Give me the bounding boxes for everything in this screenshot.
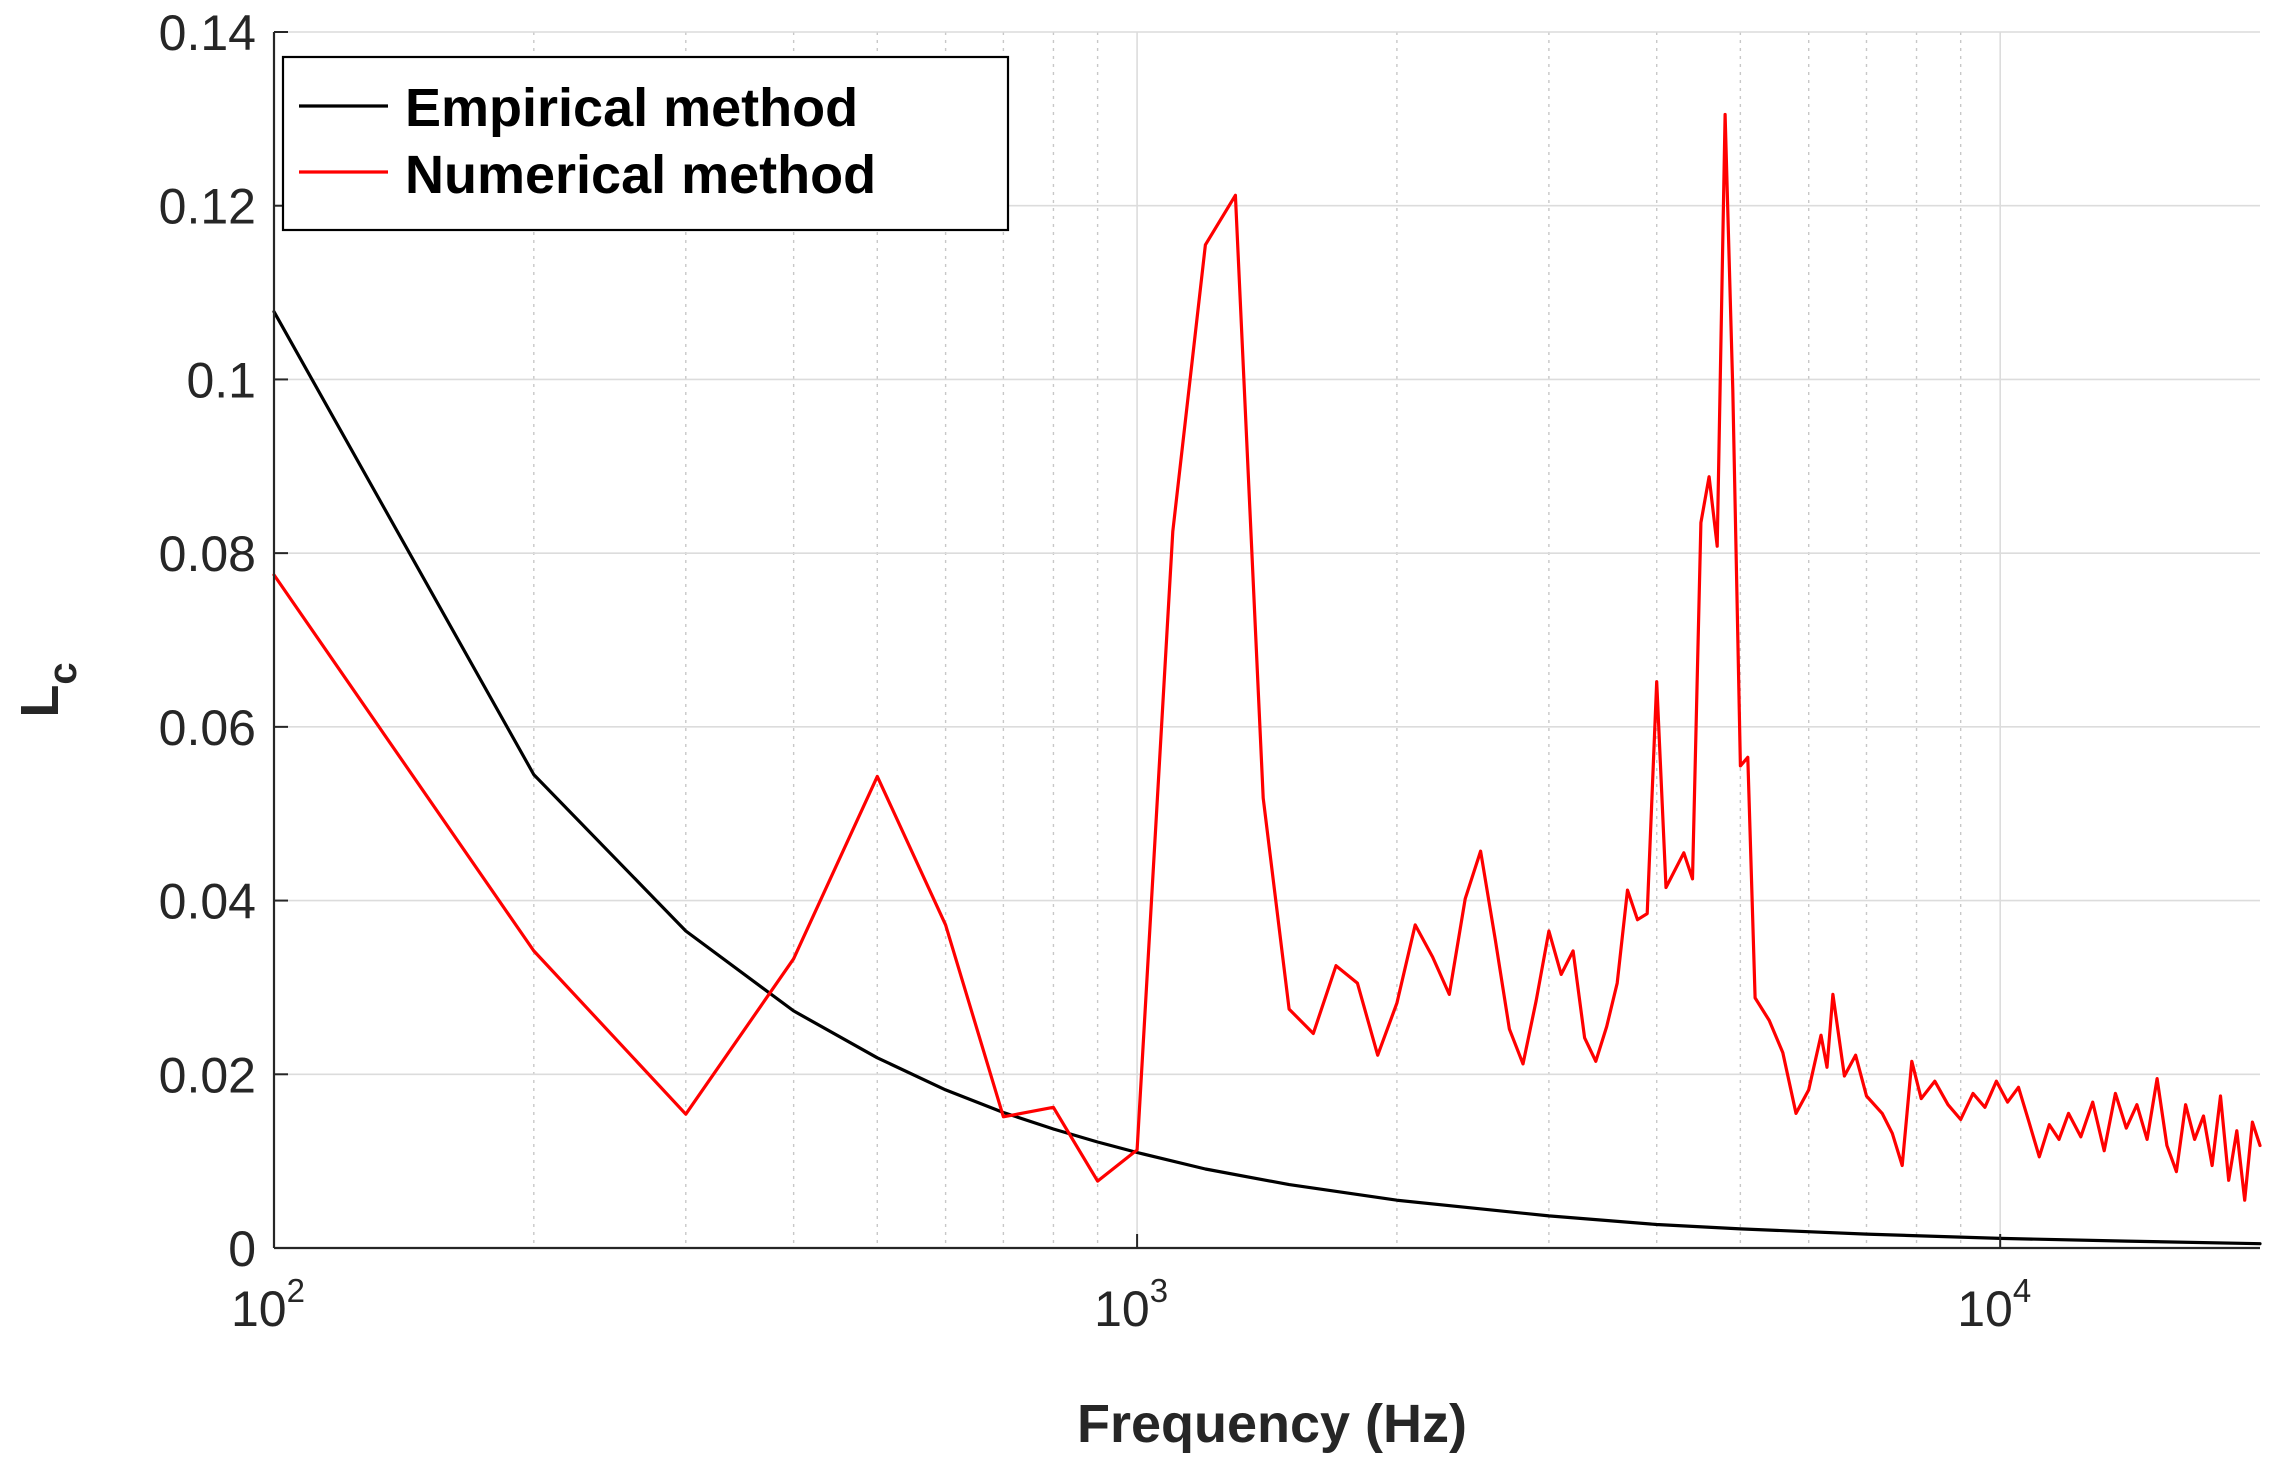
x-axis-ticks: 102 103 104 (231, 1234, 2031, 1337)
x-tick-label: 102 (231, 1272, 305, 1337)
legend-box (281, 55, 1010, 232)
x-axis-title: Frequency (Hz) (1077, 1394, 1467, 1454)
x-tick-label: 103 (1094, 1272, 1168, 1337)
y-axis-ticks: 0 0.02 0.04 0.06 0.08 0.1 0.12 0.14 (159, 5, 288, 1277)
y-tick-label: 0.06 (159, 700, 256, 756)
y-axis-title-subscript: c (41, 662, 85, 684)
y-tick-label: 0 (228, 1221, 256, 1277)
y-tick-label: 0.12 (159, 179, 256, 235)
empirical-method-line (272, 310, 2262, 1246)
plot-lines (272, 112, 2262, 1246)
y-tick-label: 0.08 (159, 526, 256, 582)
x-tick-label: 104 (1957, 1272, 2031, 1337)
y-tick-label: 0.14 (159, 5, 256, 61)
legend: Empirical method Numerical method (281, 55, 1010, 232)
y-tick-label: 0.04 (159, 874, 256, 930)
y-axis-title-main: L (10, 685, 70, 718)
legend-label-empirical: Empirical method (405, 78, 858, 138)
y-tick-label: 0.1 (186, 352, 256, 408)
legend-label-numerical: Numerical method (405, 145, 876, 205)
numerical-method-line (272, 112, 2262, 1202)
axes-frame (272, 32, 2260, 1250)
y-tick-label: 0.02 (159, 1047, 256, 1103)
y-axis-title: Lc (10, 662, 85, 717)
